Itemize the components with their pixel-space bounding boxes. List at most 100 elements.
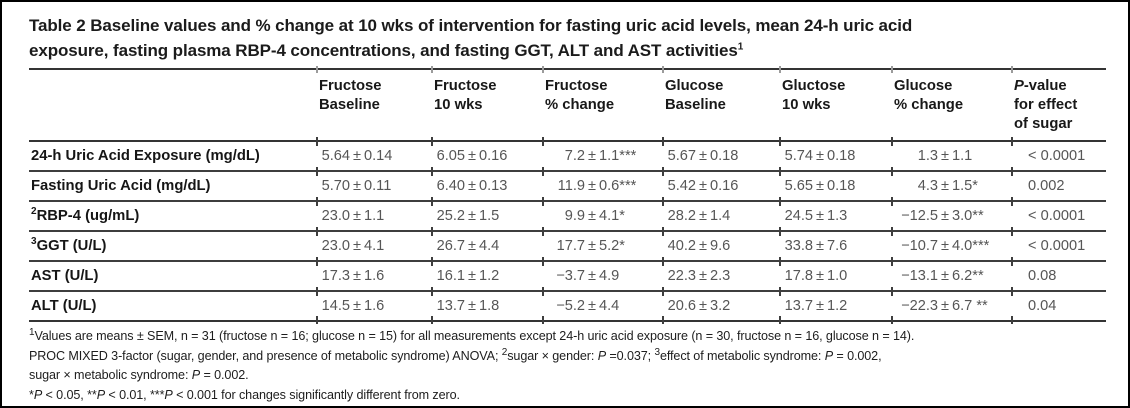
value-mean: −13.1 <box>901 268 938 284</box>
plus-minus-sign: ± <box>468 208 477 224</box>
table-row: 3GGT (U/L) 23.0 ±4.1 26.7 ±4.4 17.7 ±5.2* 40.2 ±… <box>29 226 1106 261</box>
value-sem: 0.18 <box>827 178 856 194</box>
value-sem: 1.0 <box>827 268 848 284</box>
value-mean: 6.05 <box>436 148 465 164</box>
value-mean: 16.1 <box>436 268 465 284</box>
value-sem: 1.6 <box>364 268 385 284</box>
plus-minus-sign: ± <box>699 298 708 314</box>
table-row: Fasting Uric Acid (mg/dL) 5.70 ±0.11 6.40 ±0… <box>29 166 1106 201</box>
data-cell: 40.2 ±9.6 <box>662 226 780 261</box>
footnote-line: 1Values are means ± SEM, n = 31 (fructos… <box>29 326 915 343</box>
value-mean: 13.7 <box>784 298 813 314</box>
column-header-line: Glucose <box>894 78 953 94</box>
value-sem: 2.3 <box>710 268 731 284</box>
data-cell: 5.74 ±0.18 <box>779 136 892 171</box>
column-header-line: for effect <box>1014 97 1078 113</box>
value-mean: −22.3 <box>901 298 938 314</box>
data-cell: < 0.0001 <box>1011 136 1106 171</box>
data-cell: 9.9 ±4.1* <box>542 196 663 231</box>
data-cell: −13.1 ±6.2** <box>891 256 1012 291</box>
plus-minus-sign: ± <box>699 148 708 164</box>
data-cell: 16.1 ±1.2 <box>431 256 543 291</box>
column-header-line: Glucose <box>665 78 724 94</box>
plus-minus-sign: ± <box>468 178 477 194</box>
data-cell: 25.2 ±1.5 <box>431 196 543 231</box>
column-header: P-value for effect of sugar <box>1011 65 1106 141</box>
value-mean: 14.5 <box>321 298 350 314</box>
plus-minus-sign: ± <box>941 238 950 254</box>
column-header-line: % change <box>894 97 964 113</box>
value-mean: −10.7 <box>901 238 938 254</box>
column-header-line: Baseline <box>319 97 380 113</box>
data-cell: −22.3 ±6.7 ** <box>891 286 1012 323</box>
plus-minus-sign: ± <box>588 208 597 224</box>
value-sem: 1.4 <box>710 208 731 224</box>
header-row: Fructose Baseline Fructose 10 wks Fructose % … <box>29 65 1106 141</box>
value-mean: 33.8 <box>784 238 813 254</box>
plus-minus-sign: ± <box>816 178 825 194</box>
value-sem: 0.16 <box>710 178 739 194</box>
column-header: Gluctose 10 wks <box>779 65 892 141</box>
value-sem: 1.5 <box>479 208 500 224</box>
data-cell: 28.2 ±1.4 <box>662 196 780 231</box>
plus-minus-sign: ± <box>353 178 362 194</box>
column-header-line: Gluctose <box>782 78 846 94</box>
value-sem: 4.1* <box>599 208 625 224</box>
value-mean: 23.0 <box>321 238 350 254</box>
value-mean: 4.3 <box>917 178 938 194</box>
data-cell: −5.2 ±4.4 <box>542 286 663 323</box>
value-mean: 1.3 <box>917 148 938 164</box>
value-mean: 28.2 <box>667 208 696 224</box>
data-cell: 11.9 ±0.6*** <box>542 166 663 201</box>
row-label: Fasting Uric Acid (mg/dL) <box>31 178 211 194</box>
data-cell: 6.40 ±0.13 <box>431 166 543 201</box>
value-mean: 26.7 <box>436 238 465 254</box>
table-row: 24-h Uric Acid Exposure (mg/dL) 5.64 ±0.14… <box>29 136 1106 171</box>
value-sem: 0.18 <box>827 148 856 164</box>
value-sem: 0.18 <box>710 148 739 164</box>
value-sem: 9.6 <box>710 238 731 254</box>
data-cell: 6.05 ±0.16 <box>431 136 543 171</box>
plus-minus-sign: ± <box>353 238 362 254</box>
value-sem: 1.2 <box>479 268 500 284</box>
plus-minus-sign: ± <box>468 298 477 314</box>
data-cell: −12.5 ±3.0** <box>891 196 1012 231</box>
data-cell: 17.7 ±5.2* <box>542 226 663 261</box>
row-label: ALT (U/L) <box>31 298 97 314</box>
data-cell: 5.67 ±0.18 <box>662 136 780 171</box>
plus-minus-sign: ± <box>588 298 597 314</box>
label-column-header <box>29 69 317 141</box>
value-sem: 1.1 <box>364 208 385 224</box>
table-title: Table 2 Baseline values and % change at … <box>29 13 1102 63</box>
data-cell: 17.8 ±1.0 <box>779 256 892 291</box>
value-mean: 22.3 <box>667 268 696 284</box>
data-cell: 13.7 ±1.2 <box>779 286 892 323</box>
data-cell: −10.7 ±4.0*** <box>891 226 1012 261</box>
plus-minus-sign: ± <box>588 148 597 164</box>
plus-minus-sign: ± <box>468 238 477 254</box>
table-row: AST (U/L) 17.3 ±1.6 16.1 ±1.2 −3.7 ±4.9 22.3 ±2.… <box>29 256 1106 291</box>
value-mean: 40.2 <box>667 238 696 254</box>
data-cell: 5.42 ±0.16 <box>662 166 780 201</box>
column-header-line: Fructose <box>319 78 382 94</box>
plus-minus-sign: ± <box>816 298 825 314</box>
data-cell: 0.002 <box>1011 166 1106 201</box>
column-header-line: 10 wks <box>434 97 483 113</box>
value-sem: 6.2** <box>952 268 984 284</box>
plus-minus-sign: ± <box>816 238 825 254</box>
data-cell: 5.70 ±0.11 <box>316 166 432 201</box>
plus-minus-sign: ± <box>816 148 825 164</box>
column-header: Fructose Baseline <box>316 65 432 141</box>
plus-minus-sign: ± <box>588 178 597 194</box>
data-cell: 0.04 <box>1011 286 1106 323</box>
value-sem: 4.0*** <box>952 238 990 254</box>
value-mean: 17.8 <box>784 268 813 284</box>
value-sem: 4.9 <box>599 268 620 284</box>
data-cell: < 0.0001 <box>1011 226 1106 261</box>
row-label: 2RBP-4 (ug/mL) <box>31 206 140 224</box>
column-header: Glucose Baseline <box>662 65 780 141</box>
data-cell: 1.3 ±1.1 <box>891 136 1012 171</box>
title-line: exposure, fasting plasma RBP-4 concentra… <box>29 41 744 60</box>
value-sem: 3.0** <box>952 208 984 224</box>
